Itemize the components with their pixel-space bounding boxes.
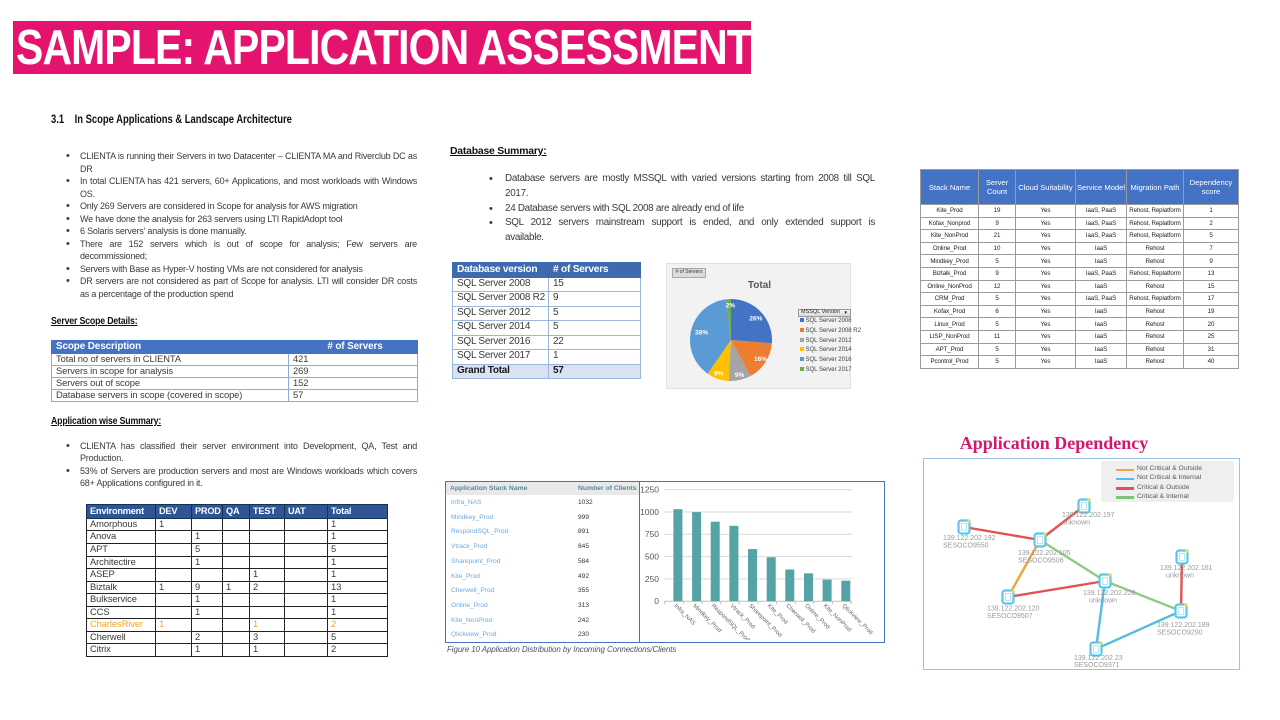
svg-text:139.122.202.23: 139.122.202.23 <box>1074 655 1123 662</box>
svg-text:38%: 38% <box>695 329 708 336</box>
svg-text:139.122.202.220: 139.122.202.220 <box>1083 590 1136 597</box>
svg-text:16%: 16% <box>754 356 767 363</box>
svg-text:139.122.202.105: 139.122.202.105 <box>1018 550 1071 557</box>
svg-text:Sharepoint_Prod: Sharepoint_Prod <box>747 603 783 639</box>
svg-text:750: 750 <box>645 529 659 539</box>
svg-text:139.122.202.189: 139.122.202.189 <box>1157 622 1210 629</box>
svg-text:139.122.202.120: 139.122.202.120 <box>987 606 1040 613</box>
svg-text:500: 500 <box>645 552 659 562</box>
svg-text:139.122.202.192: 139.122.202.192 <box>943 535 996 542</box>
svg-text:2%: 2% <box>726 302 736 309</box>
svg-text:9%: 9% <box>735 372 745 379</box>
svg-text:unknown: unknown <box>1166 573 1194 580</box>
svg-text:unknown: unknown <box>1089 598 1117 605</box>
svg-text:139.122.202.161: 139.122.202.161 <box>1160 565 1213 572</box>
svg-text:139.122.202.197: 139.122.202.197 <box>1062 512 1115 519</box>
svg-text:unknown: unknown <box>1062 520 1090 527</box>
svg-text:SESOCO9550: SESOCO9550 <box>943 543 989 550</box>
svg-text:0: 0 <box>654 596 659 606</box>
svg-text:SESOCO9371: SESOCO9371 <box>1074 662 1120 667</box>
svg-text:1000: 1000 <box>640 507 659 517</box>
svg-text:SESOCO9506: SESOCO9506 <box>1018 558 1064 565</box>
svg-text:9%: 9% <box>714 370 724 377</box>
svg-text:1250: 1250 <box>640 485 659 495</box>
svg-text:250: 250 <box>645 574 659 584</box>
svg-text:SESOCO9290: SESOCO9290 <box>1157 630 1203 637</box>
svg-text:26%: 26% <box>749 316 762 323</box>
svg-text:Qlickview_Prod: Qlickview_Prod <box>840 603 873 636</box>
svg-text:SESOCO9507: SESOCO9507 <box>987 613 1033 620</box>
